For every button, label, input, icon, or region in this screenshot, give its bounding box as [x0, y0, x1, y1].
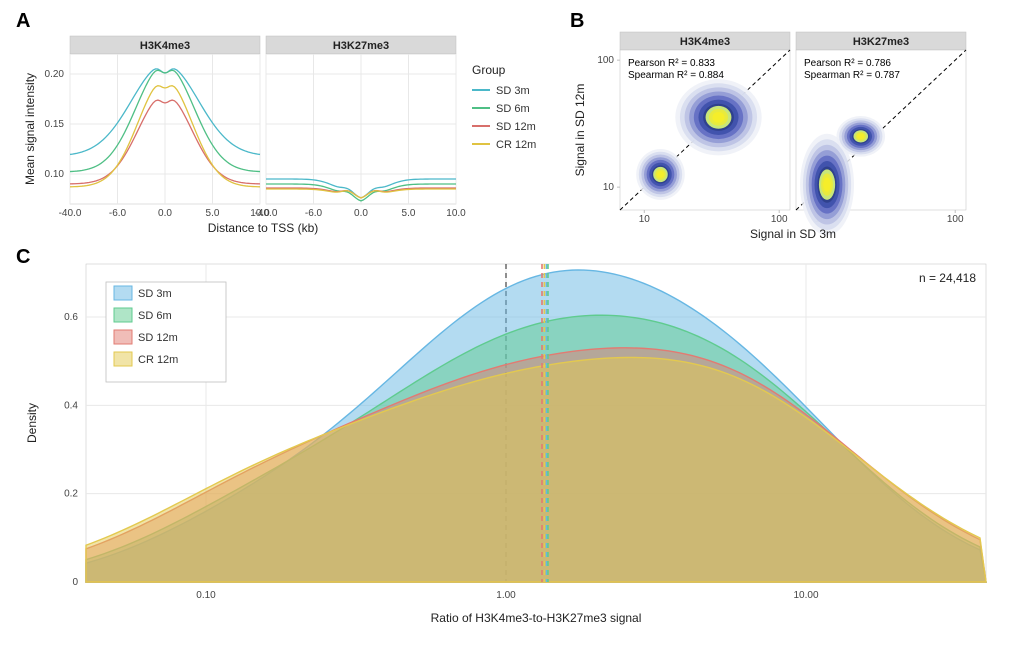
svg-text:CR 12m: CR 12m [138, 354, 178, 366]
svg-text:-6.0: -6.0 [305, 208, 323, 219]
svg-text:10: 10 [639, 214, 651, 225]
svg-text:Pearson R² = 0.786: Pearson R² = 0.786 [804, 58, 891, 69]
svg-text:Signal in SD 12m: Signal in SD 12m [573, 84, 587, 177]
svg-text:SD 6m: SD 6m [496, 103, 530, 115]
svg-text:100: 100 [947, 214, 964, 225]
svg-text:SD 6m: SD 6m [138, 310, 172, 322]
svg-text:5.0: 5.0 [402, 208, 416, 219]
svg-text:Signal in SD 3m: Signal in SD 3m [750, 227, 836, 241]
svg-text:Mean signal intensity: Mean signal intensity [23, 73, 37, 185]
svg-text:Density: Density [25, 403, 39, 443]
svg-text:100: 100 [771, 214, 788, 225]
svg-text:10.00: 10.00 [793, 590, 818, 601]
svg-text:0.0: 0.0 [354, 208, 368, 219]
svg-text:0: 0 [72, 577, 78, 588]
svg-text:SD 12m: SD 12m [496, 121, 536, 133]
svg-text:-40.0: -40.0 [59, 208, 82, 219]
svg-text:0.2: 0.2 [64, 489, 78, 500]
svg-text:SD 12m: SD 12m [138, 332, 178, 344]
panel-c-chart: 0.10 1.00 10.00 0 0.2 0.4 0.6 Ratio of H3K4me3-… [16, 252, 1006, 632]
svg-text:0.10: 0.10 [196, 590, 216, 601]
svg-text:SD 3m: SD 3m [496, 85, 530, 97]
svg-text:H3K27me3: H3K27me3 [853, 36, 909, 48]
svg-text:-6.0: -6.0 [109, 208, 127, 219]
svg-text:H3K4me3: H3K4me3 [140, 40, 190, 52]
svg-text:CR 12m: CR 12m [496, 139, 536, 151]
svg-text:10: 10 [603, 182, 615, 193]
svg-text:0.15: 0.15 [45, 119, 65, 130]
svg-text:5.0: 5.0 [206, 208, 220, 219]
svg-text:Ratio of H3K4me3-to-H3K27me3 s: Ratio of H3K4me3-to-H3K27me3 signal [431, 611, 642, 625]
svg-text:H3K4me3: H3K4me3 [680, 36, 730, 48]
svg-text:H3K27me3: H3K27me3 [333, 40, 389, 52]
svg-text:0.4: 0.4 [64, 400, 78, 411]
svg-text:n = 24,418: n = 24,418 [919, 271, 976, 285]
svg-text:Pearson R² = 0.833: Pearson R² = 0.833 [628, 58, 715, 69]
svg-text:SD 3m: SD 3m [138, 288, 172, 300]
svg-text:Spearman R² = 0.787: Spearman R² = 0.787 [804, 70, 900, 81]
svg-text:0.6: 0.6 [64, 312, 78, 323]
svg-text:0.0: 0.0 [158, 208, 172, 219]
panel-a-chart: Mean signal intensity 0.10 0.15 0.20 H3K4me3… [20, 18, 560, 248]
svg-text:Distance to TSS (kb): Distance to TSS (kb) [208, 221, 318, 235]
svg-text:0.10: 0.10 [45, 169, 65, 180]
figure-container: A B C Mean signal intensity0.100.150.20H… [10, 10, 1010, 636]
svg-text:Group: Group [472, 63, 506, 77]
svg-text:0.20: 0.20 [45, 69, 65, 80]
svg-text:-40.0: -40.0 [255, 208, 278, 219]
svg-text:Spearman R² = 0.884: Spearman R² = 0.884 [628, 70, 724, 81]
svg-text:1.00: 1.00 [496, 590, 516, 601]
svg-text:100: 100 [597, 55, 614, 66]
panel-b-chart: Signal in SD 12m H3K4me3 10 100 10 100 Pearson… [570, 18, 1000, 248]
svg-text:10.0: 10.0 [446, 208, 466, 219]
